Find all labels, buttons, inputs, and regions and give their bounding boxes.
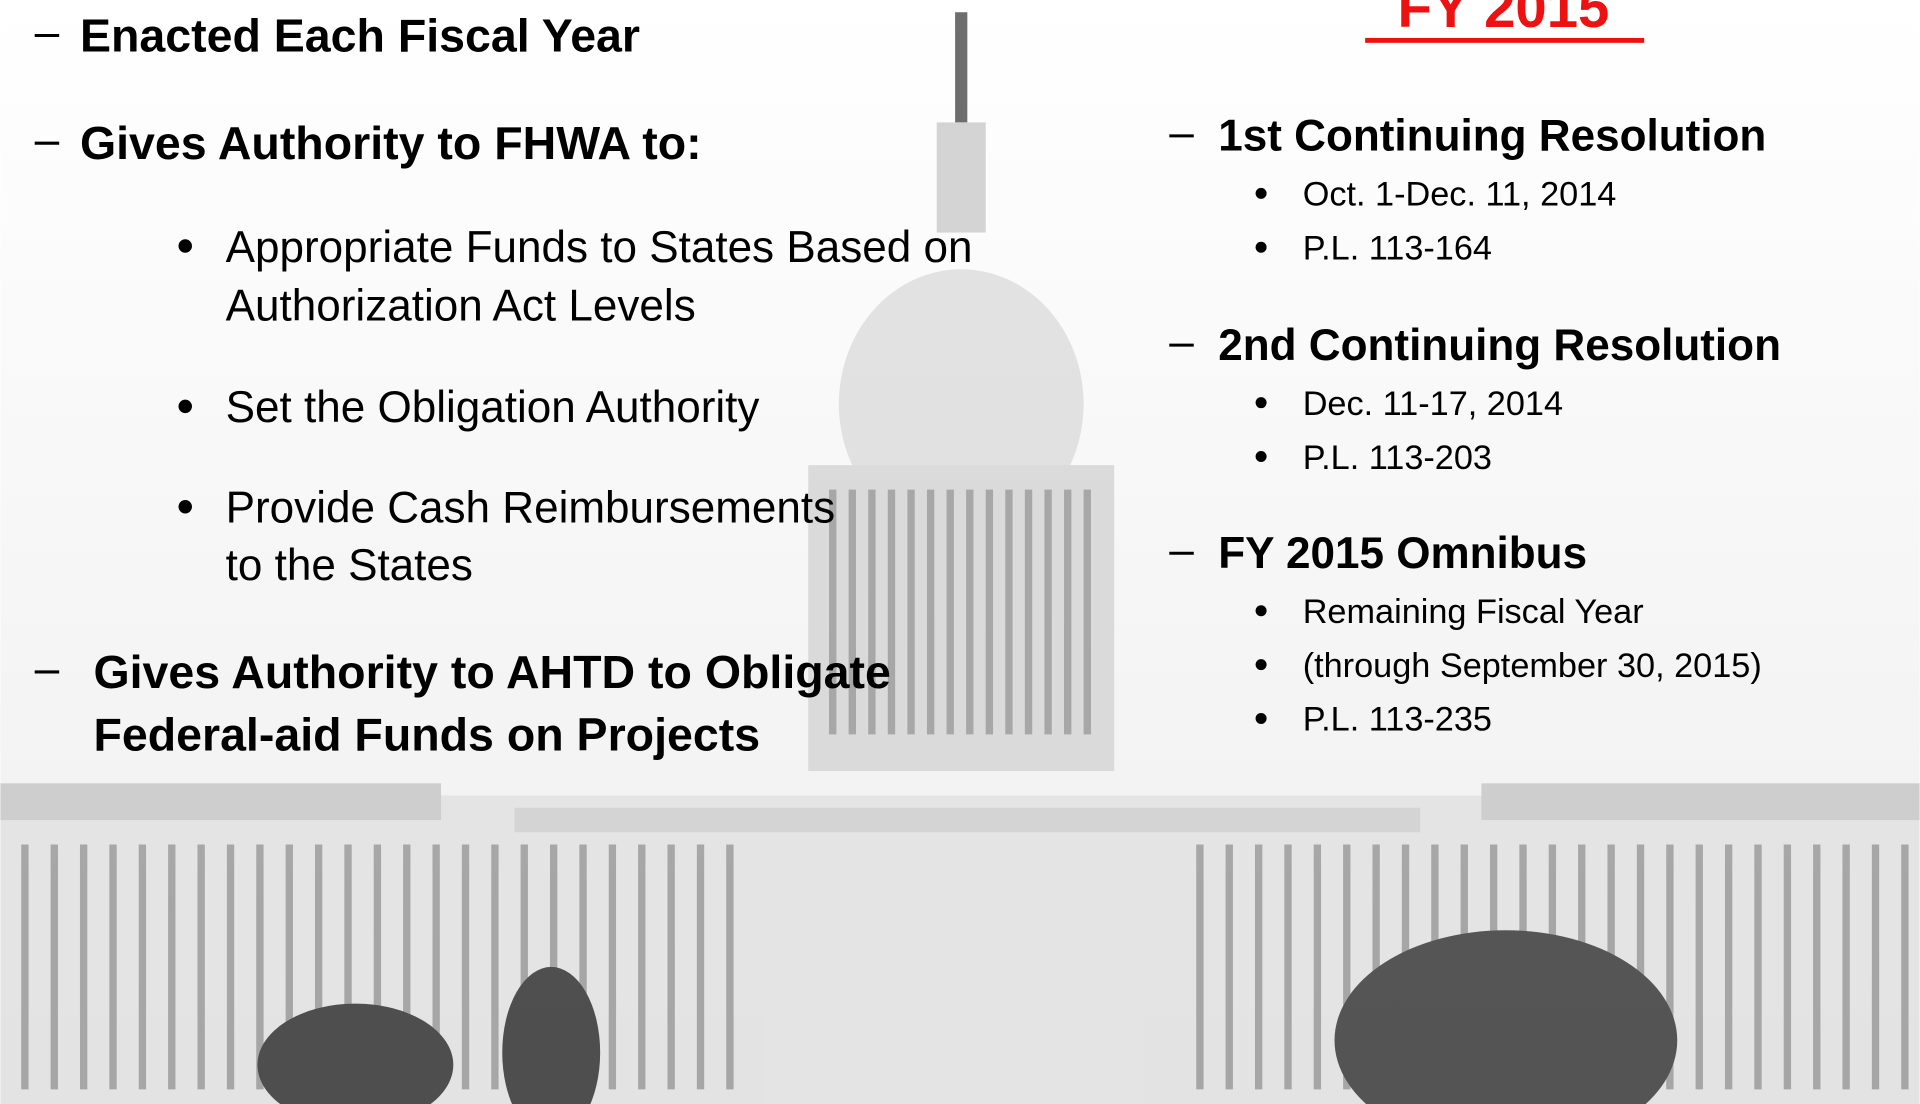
bullet-text: (through September 30, 2015) <box>1303 647 1762 685</box>
heading-underline <box>1365 37 1645 43</box>
bullet-marker <box>1255 187 1267 199</box>
bullet-text: Appropriate Funds to States Based on <box>226 223 973 272</box>
bullet-text: P.L. 113-235 <box>1303 701 1492 739</box>
bullet-marker <box>1255 451 1267 463</box>
bullet-marker <box>1255 605 1267 617</box>
content: FY 2015 Enacted Each Fiscal Year Gives Aut… <box>34 0 1781 760</box>
bullet-text: P.L. 113-164 <box>1303 229 1492 267</box>
item-text: Federal-aid Funds on Projects <box>93 708 760 760</box>
bullet-text: Remaining Fiscal Year <box>1303 593 1644 631</box>
heading: FY 2015 <box>1398 0 1610 39</box>
bullet-text: to the States <box>226 541 473 590</box>
bullet-text: Dec. 11-17, 2014 <box>1303 385 1563 423</box>
section-title: 2nd Continuing Resolution <box>1218 321 1781 370</box>
section-title: FY 2015 Omnibus <box>1218 529 1587 578</box>
bullet-marker <box>178 399 192 414</box>
item-text: Gives Authority to AHTD to Obligate <box>93 646 890 698</box>
bullet-marker <box>1255 659 1267 671</box>
item-text: Enacted Each Fiscal Year <box>80 9 640 61</box>
bullet-text: Set the Obligation Authority <box>226 383 760 432</box>
bullet-marker <box>178 499 192 514</box>
bullet-marker <box>1255 712 1267 724</box>
bullet-text: Provide Cash Reimbursements <box>226 484 836 533</box>
bullet-marker <box>1255 397 1267 409</box>
item-text: Gives Authority to FHWA to: <box>80 117 702 169</box>
bullet-text: Oct. 1-Dec. 11, 2014 <box>1303 176 1617 214</box>
bullet-text: Authorization Act Levels <box>226 282 696 331</box>
bullet-marker <box>1255 241 1267 253</box>
section-title: 1st Continuing Resolution <box>1218 112 1766 161</box>
bullet-text: P.L. 113-203 <box>1303 439 1492 477</box>
bullet-marker <box>178 239 192 253</box>
capitol-image <box>0 12 1920 1104</box>
